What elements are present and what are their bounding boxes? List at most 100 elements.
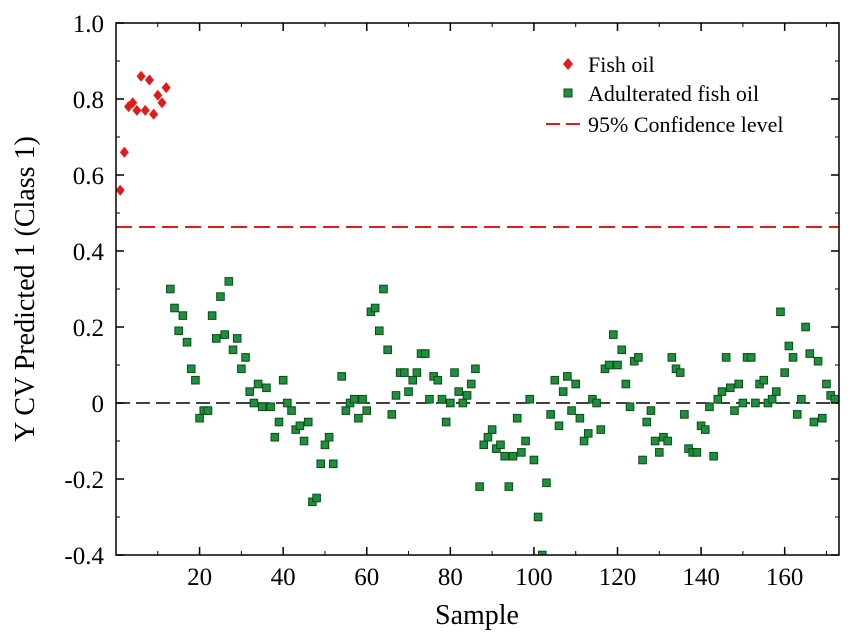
adulterated-fish-oil-point — [675, 368, 685, 377]
adulterated-fish-oil-point — [341, 406, 351, 415]
adulterated-fish-oil-point — [500, 451, 509, 461]
adulterated-fish-oil-point — [358, 394, 367, 404]
adulterated-fish-oil-point — [646, 406, 656, 415]
adulterated-fish-oil-point — [746, 353, 756, 362]
adulterated-fish-oil-point — [186, 364, 196, 374]
adulterated-fish-oil-point — [182, 337, 192, 347]
adulterated-fish-oil-point — [822, 379, 831, 389]
x-tick-label: 160 — [766, 564, 804, 591]
adulterated-fish-oil-point — [379, 284, 388, 294]
adulterated-fish-oil-point — [374, 326, 384, 336]
adulterated-fish-oil-point — [483, 432, 493, 442]
y-tick-label: -0.2 — [64, 467, 104, 494]
adulterated-fish-oil-point — [471, 364, 480, 374]
fish-oil-point — [132, 104, 142, 116]
adulterated-fish-oil-point — [450, 368, 459, 377]
adulterated-fish-oil-point — [203, 406, 213, 415]
fish-oil-point — [119, 146, 129, 158]
adulterated-fish-oil-point — [212, 334, 221, 343]
adulterated-fish-oil-point — [462, 391, 472, 400]
adulterated-fish-oil-point — [650, 436, 660, 446]
x-tick-label: 100 — [515, 564, 553, 591]
adulterated-fish-oil-point — [713, 394, 723, 404]
adulterated-fish-oil-point — [241, 353, 250, 362]
adulterated-fish-oil-point — [324, 432, 334, 442]
adulterated-fish-oil-point — [533, 512, 543, 522]
adulterated-fish-oil-point — [759, 375, 769, 385]
adulterated-fish-oil-point — [299, 436, 309, 446]
adulterated-fish-oil-point — [362, 406, 372, 415]
adulterated-fish-oil-point — [232, 334, 242, 343]
adulterated-fish-oil-point — [479, 440, 489, 450]
adulterated-fish-oil-point — [329, 459, 338, 469]
adulterated-fish-oil-point — [370, 303, 380, 313]
adulterated-fish-oil-point — [195, 413, 204, 423]
legend-label-fish-oil: Fish oil — [588, 52, 655, 77]
adulterated-fish-oil-point — [320, 440, 330, 450]
adulterated-fish-oil-point — [817, 413, 827, 423]
adulterated-fish-oil-point — [797, 394, 806, 404]
adulterated-fish-oil-point — [680, 410, 689, 419]
adulterated-fish-oil-point — [166, 284, 175, 294]
adulterated-fish-oil-point — [278, 375, 288, 385]
y-tick-label: 0 — [92, 391, 105, 418]
legend: Fish oil Adulterated fish oil 95% Confid… — [546, 52, 784, 137]
x-tick-label: 140 — [682, 564, 720, 591]
legend-marker-fish-oil — [563, 58, 573, 70]
adulterated-fish-oil-point — [767, 394, 777, 404]
adulterated-fish-oil-point — [575, 413, 585, 423]
adulterated-fish-oil-point — [253, 379, 263, 389]
adulterated-fish-oil-point — [667, 353, 677, 362]
y-tick-label: 0.2 — [73, 315, 104, 342]
adulterated-fish-oil-point — [772, 387, 781, 396]
adulterated-fish-oil-point — [654, 448, 664, 457]
adulterated-fish-oil-point — [663, 436, 672, 446]
adulterated-fish-oil-point — [466, 379, 476, 389]
adulterated-fish-oil-point — [262, 383, 271, 393]
legend-marker-adulterated-fish-oil — [563, 88, 573, 98]
adulterated-fish-oil-point — [738, 398, 748, 408]
adulterated-fish-oil-point — [801, 322, 810, 332]
adulterated-fish-oil-point — [525, 394, 535, 404]
adulterated-fish-oil-point — [237, 364, 246, 374]
adulterated-fish-oil-point — [809, 417, 819, 427]
adulterated-fish-oil-point — [458, 398, 468, 408]
adulterated-fish-oil-point — [349, 394, 359, 404]
adulterated-fish-oil-point — [287, 406, 296, 415]
adulterated-fish-oil-point — [730, 406, 739, 415]
fish-oil-point — [128, 97, 138, 109]
adulterated-fish-oil-point — [266, 402, 275, 412]
adulterated-fish-oil-point — [354, 413, 363, 423]
adulterated-fish-oil-point — [437, 394, 447, 404]
adulterated-fish-oil-point — [542, 478, 551, 488]
adulterated-fish-oil-point — [191, 375, 200, 385]
adulterated-fish-oil-point — [550, 375, 560, 385]
adulterated-fish-oil-point — [475, 482, 484, 491]
adulterated-fish-oil-point — [337, 372, 346, 381]
adulterated-fish-oil-point — [521, 436, 530, 446]
adulterated-fish-oil-point — [420, 349, 430, 358]
y-tick-label: 0.4 — [73, 239, 105, 266]
adulterated-fish-oil-point — [303, 417, 313, 427]
fish-oil-point — [116, 184, 125, 196]
adulterated-fish-oil-point — [638, 455, 647, 465]
adulterated-fish-oil-point — [634, 353, 643, 362]
adulterated-fish-oil-point — [596, 425, 606, 434]
adulterated-fish-oil-point — [433, 375, 443, 385]
adulterated-fish-oil-point — [170, 303, 179, 313]
adulterated-fish-oil-point — [404, 387, 413, 396]
adulterated-fish-oil-point — [283, 398, 292, 408]
adulterated-fish-oil-point — [537, 550, 547, 555]
y-axis-ticks: 1.0 0.8 0.6 0.4 0.2 0 -0.2 -0.4 — [64, 11, 839, 570]
y-axis-title: Y CV Predicted 1 (Class 1) — [10, 136, 41, 442]
fish-oil-point — [153, 89, 163, 101]
adulterated-fish-oil-point — [387, 410, 397, 419]
adulterated-fish-oil-point — [717, 387, 727, 396]
adulterated-fish-oil-point — [571, 379, 581, 389]
adulterated-fish-oil-point — [216, 292, 225, 301]
adulterated-fish-oil-point — [567, 406, 576, 415]
adulterated-fish-oil-point — [257, 402, 267, 412]
adulterated-fish-oil-point — [228, 345, 238, 355]
adulterated-fish-oil-point — [721, 353, 731, 362]
